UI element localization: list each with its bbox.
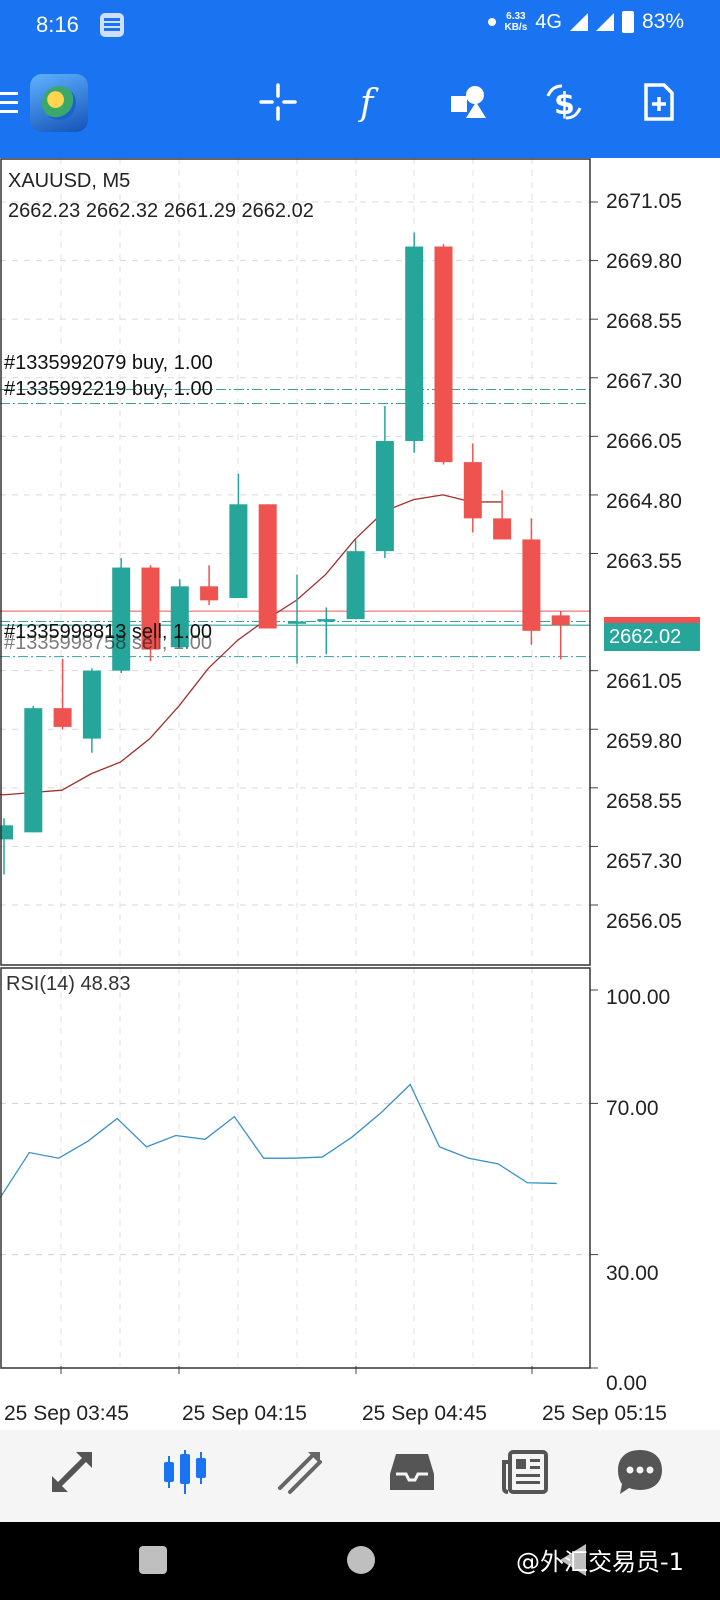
chart-borders — [0, 158, 591, 1369]
y-tick: 2656.05 — [606, 910, 682, 933]
status-time: 8:16 — [36, 12, 79, 37]
moving-average — [0, 494, 502, 796]
rsi-label: RSI(14) 48.83 — [6, 973, 131, 995]
y-tick: 2666.05 — [606, 430, 682, 453]
signal-icon — [569, 13, 588, 31]
bottom-navigation — [0, 1430, 720, 1522]
rsi-tick: 70.00 — [606, 1097, 659, 1120]
candle-bull — [288, 621, 306, 624]
rsi-panel — [0, 989, 598, 1369]
svg-text:$: $ — [554, 87, 575, 122]
candle-bull — [229, 504, 248, 599]
order-label[interactable]: #1335992219 buy, 1.00 — [4, 378, 213, 400]
app-logo-icon[interactable] — [30, 74, 88, 132]
candle-bull — [0, 825, 13, 840]
chart-grid — [0, 158, 598, 1374]
app-header: 8:16 6.33 KB/s 4G 83% f $ — [0, 0, 720, 158]
rsi-tick: 0.00 — [606, 1372, 647, 1395]
svg-text:f: f — [357, 83, 379, 122]
y-tick: 2663.55 — [606, 550, 682, 573]
recents-icon[interactable] — [139, 1546, 167, 1574]
news-icon[interactable] — [494, 1440, 558, 1504]
candle-bear — [551, 615, 570, 626]
x-tick: 25 Sep 04:45 — [362, 1402, 487, 1425]
candle-bull — [170, 586, 189, 648]
order-label[interactable]: #1335998813 sell, 1.00 — [4, 621, 212, 643]
current-price-tag: 2662.02 — [604, 623, 700, 651]
candle-bull — [346, 551, 365, 620]
x-tick: 25 Sep 03:45 — [4, 1402, 129, 1425]
candle-bear — [200, 586, 219, 601]
chart-canvas[interactable] — [0, 158, 720, 1398]
symbol-label: XAUUSD, M5 — [8, 170, 131, 192]
new-order-icon[interactable] — [636, 80, 680, 124]
x-tick: 25 Sep 05:15 — [542, 1402, 667, 1425]
history-icon[interactable] — [380, 1440, 444, 1504]
crosshair-icon[interactable] — [256, 80, 300, 124]
y-tick: 2661.05 — [606, 670, 682, 693]
candle-bull — [82, 670, 101, 739]
price-panel-border — [0, 158, 591, 966]
quotes-icon[interactable] — [40, 1440, 104, 1504]
candle-bear — [141, 567, 160, 650]
signal-icon-2 — [595, 13, 614, 31]
y-tick: 2657.30 — [606, 850, 682, 873]
network-speed-value: 6.33 — [506, 11, 526, 22]
candle-bear — [258, 504, 277, 629]
trade-icon[interactable] — [268, 1440, 332, 1504]
network-speed-unit: KB/s — [504, 22, 528, 33]
x-tick: 25 Sep 04:15 — [182, 1402, 307, 1425]
chart-area[interactable]: XAUUSD, M5 2662.23 2662.32 2661.29 2662.… — [0, 158, 720, 1398]
rsi-panel-border — [0, 967, 591, 1369]
candle-bull — [405, 246, 424, 442]
y-tick: 2658.55 — [606, 790, 682, 813]
system-navigation: @外汇交易员-1 — [0, 1522, 720, 1600]
candle-bear — [493, 518, 512, 540]
back-icon[interactable] — [560, 1544, 586, 1576]
messages-icon[interactable] — [608, 1440, 672, 1504]
status-indicators: 6.33 KB/s 4G 83% — [488, 10, 684, 34]
rsi-line — [0, 1083, 557, 1199]
y-tick: 2664.80 — [606, 490, 682, 513]
watermark: @外汇交易员-1 — [516, 1548, 684, 1576]
rsi-tick: 100.00 — [606, 986, 671, 1009]
indicator-f-icon[interactable]: f — [350, 80, 394, 124]
y-tick: 2671.05 — [606, 190, 682, 213]
chart-icon[interactable] — [154, 1440, 218, 1504]
y-tick: 2659.80 — [606, 730, 682, 753]
candle-bull — [112, 567, 131, 671]
order-label[interactable]: #1335998758 sell, 1.00 — [4, 632, 212, 654]
ohlc-values: 2662.23 2662.32 2661.29 2662.02 — [8, 200, 314, 222]
home-icon[interactable] — [347, 1546, 375, 1574]
network-type: 4G — [535, 10, 562, 33]
menu-icon[interactable] — [0, 92, 18, 114]
candle-bull — [317, 619, 336, 622]
notification-app-icon — [100, 13, 124, 37]
candle-bull — [24, 708, 43, 833]
y-tick: 2669.80 — [606, 250, 682, 273]
rsi-tick: 30.00 — [606, 1262, 659, 1285]
battery-icon — [621, 11, 634, 33]
battery-percent: 83% — [641, 10, 684, 33]
candle-bear — [53, 708, 72, 727]
trade-dollar-icon[interactable]: $ — [542, 80, 586, 124]
network-speed: 6.33 KB/s — [504, 11, 527, 33]
candle-bear — [463, 462, 482, 519]
order-label[interactable]: #1335992079 buy, 1.00 — [4, 352, 213, 374]
candle-bull — [375, 441, 394, 552]
notification-dot-icon — [488, 18, 497, 26]
candles — [0, 232, 570, 875]
y-tick: 2667.30 — [606, 370, 682, 393]
candle-bear — [522, 539, 541, 631]
y-tick: 2668.55 — [606, 310, 682, 333]
ma-line — [0, 494, 502, 796]
candle-bear — [434, 246, 453, 463]
objects-icon[interactable] — [446, 80, 490, 124]
